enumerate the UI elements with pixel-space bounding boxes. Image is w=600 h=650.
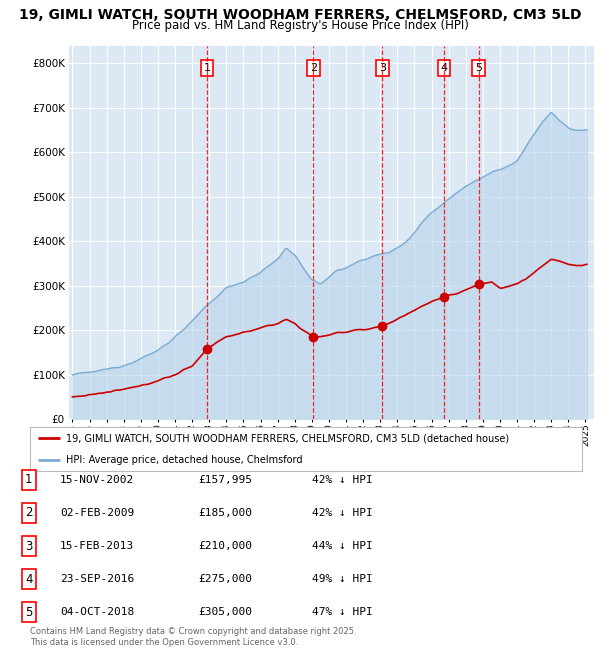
Text: 49% ↓ HPI: 49% ↓ HPI (312, 574, 373, 584)
Text: 42% ↓ HPI: 42% ↓ HPI (312, 474, 373, 485)
Text: 2: 2 (310, 63, 317, 73)
Text: Price paid vs. HM Land Registry's House Price Index (HPI): Price paid vs. HM Land Registry's House … (131, 20, 469, 32)
Text: 3: 3 (25, 540, 32, 552)
Text: 4: 4 (25, 573, 32, 586)
Text: £185,000: £185,000 (198, 508, 252, 518)
Text: 15-FEB-2013: 15-FEB-2013 (60, 541, 134, 551)
Text: 5: 5 (475, 63, 482, 73)
Text: 04-OCT-2018: 04-OCT-2018 (60, 607, 134, 618)
Text: 1: 1 (203, 63, 211, 73)
Text: 19, GIMLI WATCH, SOUTH WOODHAM FERRERS, CHELMSFORD, CM3 5LD (detached house): 19, GIMLI WATCH, SOUTH WOODHAM FERRERS, … (66, 433, 509, 443)
Text: 15-NOV-2002: 15-NOV-2002 (60, 474, 134, 485)
Text: 2: 2 (25, 506, 32, 519)
Text: 1: 1 (25, 473, 32, 486)
Text: 19, GIMLI WATCH, SOUTH WOODHAM FERRERS, CHELMSFORD, CM3 5LD: 19, GIMLI WATCH, SOUTH WOODHAM FERRERS, … (19, 8, 581, 22)
Text: 42% ↓ HPI: 42% ↓ HPI (312, 508, 373, 518)
Text: 44% ↓ HPI: 44% ↓ HPI (312, 541, 373, 551)
Text: £275,000: £275,000 (198, 574, 252, 584)
Text: 3: 3 (379, 63, 386, 73)
Text: 02-FEB-2009: 02-FEB-2009 (60, 508, 134, 518)
Text: 47% ↓ HPI: 47% ↓ HPI (312, 607, 373, 618)
Text: £305,000: £305,000 (198, 607, 252, 618)
Text: 5: 5 (25, 606, 32, 619)
Text: 4: 4 (440, 63, 448, 73)
Text: HPI: Average price, detached house, Chelmsford: HPI: Average price, detached house, Chel… (66, 455, 302, 465)
Text: £210,000: £210,000 (198, 541, 252, 551)
Text: £157,995: £157,995 (198, 474, 252, 485)
Text: Contains HM Land Registry data © Crown copyright and database right 2025.
This d: Contains HM Land Registry data © Crown c… (30, 627, 356, 647)
Text: 23-SEP-2016: 23-SEP-2016 (60, 574, 134, 584)
